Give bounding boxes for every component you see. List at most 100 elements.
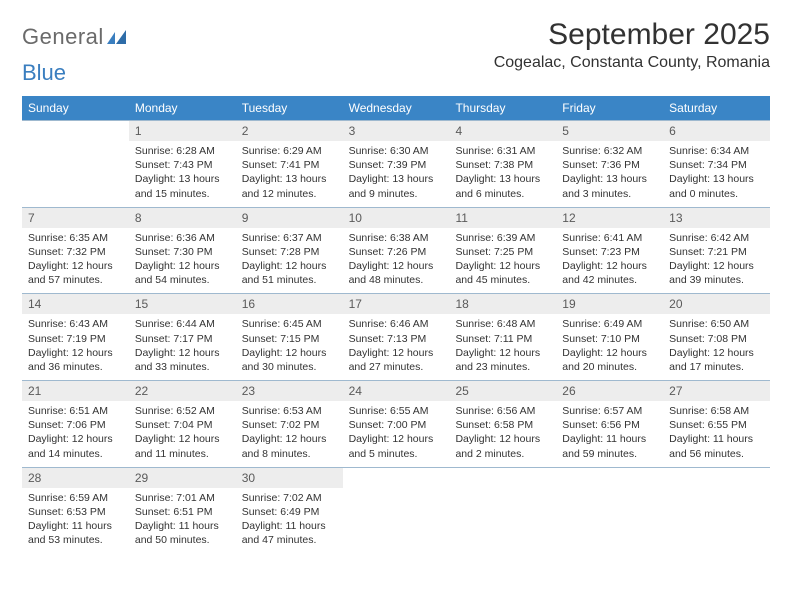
daylight-text: Daylight: 11 hours and 56 minutes. [669,432,764,460]
day-number: 8 [129,208,236,228]
calendar-day: 13Sunrise: 6:42 AMSunset: 7:21 PMDayligh… [663,208,770,294]
daylight-text: Daylight: 12 hours and 23 minutes. [455,346,550,374]
daylight-text: Daylight: 11 hours and 50 minutes. [135,519,230,547]
sunset-text: Sunset: 7:13 PM [349,332,444,346]
dow-friday: Friday [556,96,663,120]
calendar-day: . [22,121,129,207]
calendar-day: 16Sunrise: 6:45 AMSunset: 7:15 PMDayligh… [236,294,343,380]
day-number: 28 [22,468,129,488]
day-body: Sunrise: 6:50 AMSunset: 7:08 PMDaylight:… [663,314,770,380]
calendar-grid: Sunday Monday Tuesday Wednesday Thursday… [22,96,770,553]
calendar-day: . [556,468,663,554]
calendar-day: 4Sunrise: 6:31 AMSunset: 7:38 PMDaylight… [449,121,556,207]
calendar-day: 19Sunrise: 6:49 AMSunset: 7:10 PMDayligh… [556,294,663,380]
day-number: 14 [22,294,129,314]
daylight-text: Daylight: 13 hours and 0 minutes. [669,172,764,200]
sunrise-text: Sunrise: 6:45 AM [242,317,337,331]
day-body: Sunrise: 6:44 AMSunset: 7:17 PMDaylight:… [129,314,236,380]
calendar-day: . [343,468,450,554]
sunrise-text: Sunrise: 7:02 AM [242,491,337,505]
calendar-day: 24Sunrise: 6:55 AMSunset: 7:00 PMDayligh… [343,381,450,467]
day-number: 9 [236,208,343,228]
day-number: 21 [22,381,129,401]
daylight-text: Daylight: 12 hours and 20 minutes. [562,346,657,374]
sunrise-text: Sunrise: 6:55 AM [349,404,444,418]
sunrise-text: Sunrise: 7:01 AM [135,491,230,505]
day-number: 7 [22,208,129,228]
sunset-text: Sunset: 7:41 PM [242,158,337,172]
calendar-day: 30Sunrise: 7:02 AMSunset: 6:49 PMDayligh… [236,468,343,554]
calendar-day: 21Sunrise: 6:51 AMSunset: 7:06 PMDayligh… [22,381,129,467]
sunset-text: Sunset: 7:02 PM [242,418,337,432]
day-body: Sunrise: 6:58 AMSunset: 6:55 PMDaylight:… [663,401,770,467]
sunset-text: Sunset: 7:19 PM [28,332,123,346]
day-body: Sunrise: 6:32 AMSunset: 7:36 PMDaylight:… [556,141,663,207]
day-number: 10 [343,208,450,228]
brand-part2: Blue [22,60,66,85]
daylight-text: Daylight: 13 hours and 12 minutes. [242,172,337,200]
daylight-text: Daylight: 12 hours and 8 minutes. [242,432,337,460]
day-body: Sunrise: 6:38 AMSunset: 7:26 PMDaylight:… [343,228,450,294]
sunrise-text: Sunrise: 6:46 AM [349,317,444,331]
day-number: 24 [343,381,450,401]
daylight-text: Daylight: 12 hours and 2 minutes. [455,432,550,460]
calendar-day: 28 Sunrise: 6:59 AMSunset: 6:53 PMDayligh… [22,468,129,554]
sunrise-text: Sunrise: 6:51 AM [28,404,123,418]
calendar-day: 8Sunrise: 6:36 AMSunset: 7:30 PMDaylight… [129,208,236,294]
sunset-text: Sunset: 7:36 PM [562,158,657,172]
day-number: 23 [236,381,343,401]
calendar-day: 9Sunrise: 6:37 AMSunset: 7:28 PMDaylight… [236,208,343,294]
sunset-text: Sunset: 7:00 PM [349,418,444,432]
calendar-day: . [663,468,770,554]
day-number: 27 [663,381,770,401]
dow-wednesday: Wednesday [343,96,450,120]
day-body: Sunrise: 7:02 AMSunset: 6:49 PMDaylight:… [236,488,343,554]
sunset-text: Sunset: 7:43 PM [135,158,230,172]
sunrise-text: Sunrise: 6:49 AM [562,317,657,331]
day-body: Sunrise: 7:01 AMSunset: 6:51 PMDaylight:… [129,488,236,554]
sunset-text: Sunset: 6:55 PM [669,418,764,432]
daylight-text: Daylight: 12 hours and 14 minutes. [28,432,123,460]
day-body: Sunrise: 6:51 AMSunset: 7:06 PMDaylight:… [22,401,129,467]
calendar-day: 26Sunrise: 6:57 AMSunset: 6:56 PMDayligh… [556,381,663,467]
sunrise-text: Sunrise: 6:42 AM [669,231,764,245]
sunset-text: Sunset: 7:30 PM [135,245,230,259]
day-body: Sunrise: 6:55 AMSunset: 7:00 PMDaylight:… [343,401,450,467]
sunrise-text: Sunrise: 6:34 AM [669,144,764,158]
calendar-day: 1Sunrise: 6:28 AMSunset: 7:43 PMDaylight… [129,121,236,207]
sunrise-text: Sunrise: 6:53 AM [242,404,337,418]
daylight-text: Daylight: 12 hours and 11 minutes. [135,432,230,460]
sunset-text: Sunset: 7:21 PM [669,245,764,259]
calendar-day: 27Sunrise: 6:58 AMSunset: 6:55 PMDayligh… [663,381,770,467]
sunrise-text: Sunrise: 6:59 AM [28,491,123,505]
calendar-day: 22Sunrise: 6:52 AMSunset: 7:04 PMDayligh… [129,381,236,467]
sunset-text: Sunset: 6:58 PM [455,418,550,432]
sunset-text: Sunset: 7:25 PM [455,245,550,259]
sunrise-text: Sunrise: 6:39 AM [455,231,550,245]
daylight-text: Daylight: 12 hours and 36 minutes. [28,346,123,374]
daylight-text: Daylight: 11 hours and 53 minutes. [28,519,123,547]
logo-mark-icon [107,24,127,50]
sunset-text: Sunset: 7:15 PM [242,332,337,346]
calendar-day: 29Sunrise: 7:01 AMSunset: 6:51 PMDayligh… [129,468,236,554]
sunset-text: Sunset: 7:11 PM [455,332,550,346]
calendar-day: 17Sunrise: 6:46 AMSunset: 7:13 PMDayligh… [343,294,450,380]
sunrise-text: Sunrise: 6:48 AM [455,317,550,331]
sunrise-text: Sunrise: 6:31 AM [455,144,550,158]
day-number: 15 [129,294,236,314]
day-body: Sunrise: 6:39 AMSunset: 7:25 PMDaylight:… [449,228,556,294]
sunset-text: Sunset: 7:17 PM [135,332,230,346]
sunset-text: Sunset: 6:53 PM [28,505,123,519]
day-body: Sunrise: 6:57 AMSunset: 6:56 PMDaylight:… [556,401,663,467]
day-number: 1 [129,121,236,141]
day-body: Sunrise: 6:53 AMSunset: 7:02 PMDaylight:… [236,401,343,467]
day-number: 20 [663,294,770,314]
calendar-day: 14Sunrise: 6:43 AMSunset: 7:19 PMDayligh… [22,294,129,380]
calendar-day: 18Sunrise: 6:48 AMSunset: 7:11 PMDayligh… [449,294,556,380]
sunset-text: Sunset: 7:08 PM [669,332,764,346]
sunset-text: Sunset: 7:34 PM [669,158,764,172]
day-number: 29 [129,468,236,488]
day-body: Sunrise: 6:31 AMSunset: 7:38 PMDaylight:… [449,141,556,207]
day-number: 4 [449,121,556,141]
day-body: Sunrise: 6:30 AMSunset: 7:39 PMDaylight:… [343,141,450,207]
